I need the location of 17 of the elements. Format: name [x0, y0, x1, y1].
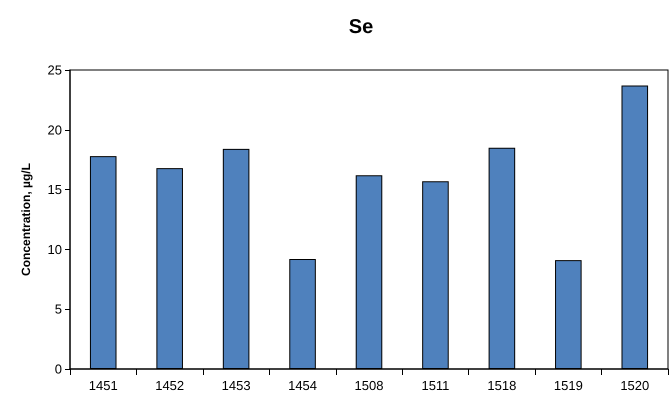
x-tick-label: 1454 [288, 378, 318, 393]
x-tick-label: 1508 [354, 378, 384, 393]
y-axis-title: Concentration, µg/L [19, 163, 33, 276]
y-tick-label: 25 [48, 62, 62, 78]
x-tick-label: 1451 [88, 378, 118, 393]
x-tick-label: 1519 [554, 378, 583, 393]
y-tick-label: 20 [48, 122, 62, 138]
x-tick-label: 1452 [155, 378, 184, 393]
y-tick-label: 5 [54, 302, 62, 317]
y-tick-label: 0 [54, 362, 62, 376]
x-tick-label: 1453 [222, 378, 251, 393]
chart-title: Se [348, 16, 374, 38]
y-tick-label: 10 [48, 242, 62, 257]
x-tick-label: 1518 [487, 378, 516, 393]
y-tick-label: 15 [48, 182, 62, 198]
x-tick-label: 1511 [421, 378, 450, 393]
x-tick-label: 1520 [620, 378, 650, 393]
